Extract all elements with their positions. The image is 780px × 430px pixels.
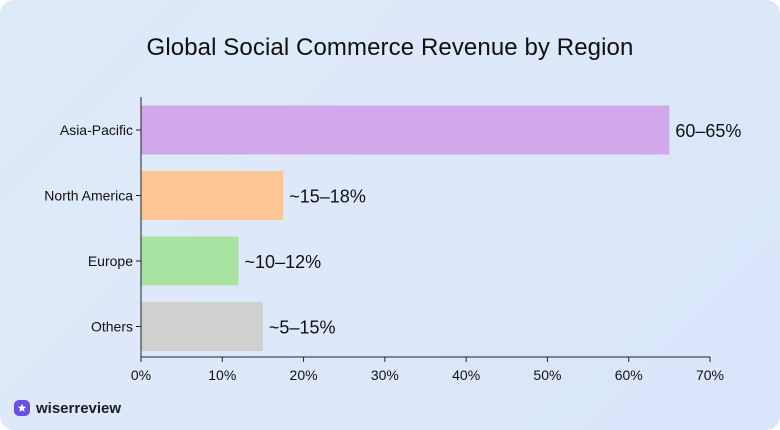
brand-logo: wiserreview: [14, 398, 121, 418]
data-label-1: ~15–18%: [289, 187, 366, 207]
x-tick-label-6: 60%: [615, 367, 643, 383]
chart-title: Global Social Commerce Revenue by Region: [146, 34, 634, 61]
bar-3: [141, 302, 263, 351]
x-tick-label-4: 40%: [452, 367, 480, 383]
data-label-2: ~10–12%: [245, 252, 322, 272]
category-label-3: Others: [91, 319, 133, 335]
data-label-3: ~5–15%: [269, 318, 336, 338]
x-tick-label-2: 20%: [290, 367, 318, 383]
x-tick-label-3: 30%: [371, 367, 399, 383]
x-tick-label-5: 50%: [533, 367, 561, 383]
bar-2: [141, 236, 239, 286]
bar-1: [141, 171, 284, 220]
category-label-1: North America: [44, 188, 133, 204]
category-label-0: Asia-Pacific: [60, 122, 133, 138]
bar-0: [141, 105, 670, 155]
brand-name: wiserreview: [36, 399, 122, 417]
x-tick-label-0: 0%: [131, 367, 151, 383]
category-label-2: Europe: [88, 253, 133, 269]
x-tick-label-7: 70%: [696, 367, 724, 383]
x-tick-label-1: 10%: [208, 367, 236, 383]
star-badge-icon: [14, 400, 30, 416]
data-label-0: 60–65%: [675, 121, 741, 141]
